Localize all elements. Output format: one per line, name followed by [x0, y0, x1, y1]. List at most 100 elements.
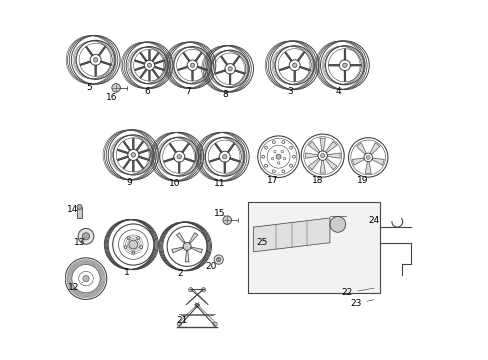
- Polygon shape: [178, 162, 180, 173]
- Circle shape: [183, 242, 191, 250]
- Polygon shape: [95, 65, 96, 76]
- Circle shape: [93, 58, 98, 62]
- Circle shape: [283, 157, 285, 160]
- Polygon shape: [136, 159, 143, 168]
- Circle shape: [214, 255, 223, 264]
- Circle shape: [329, 216, 345, 232]
- Circle shape: [132, 251, 135, 254]
- Circle shape: [264, 146, 267, 149]
- Polygon shape: [138, 156, 149, 161]
- Polygon shape: [123, 141, 130, 151]
- Polygon shape: [133, 161, 134, 171]
- Polygon shape: [135, 66, 144, 71]
- Polygon shape: [285, 52, 291, 61]
- Polygon shape: [221, 56, 227, 65]
- Polygon shape: [319, 138, 325, 151]
- Circle shape: [77, 204, 82, 210]
- Polygon shape: [349, 65, 360, 66]
- Text: 25: 25: [256, 238, 267, 247]
- Polygon shape: [183, 53, 189, 61]
- Text: 1: 1: [124, 268, 129, 277]
- Circle shape: [223, 216, 231, 225]
- Polygon shape: [197, 66, 207, 71]
- Text: 4: 4: [335, 86, 341, 95]
- Circle shape: [271, 157, 273, 160]
- Circle shape: [342, 63, 346, 67]
- Polygon shape: [326, 153, 340, 158]
- Circle shape: [127, 237, 130, 239]
- Polygon shape: [190, 247, 202, 253]
- Polygon shape: [229, 158, 240, 162]
- Text: 9: 9: [126, 178, 132, 187]
- Polygon shape: [135, 60, 144, 64]
- Circle shape: [227, 67, 232, 71]
- Circle shape: [78, 228, 94, 244]
- Polygon shape: [189, 233, 197, 243]
- Circle shape: [188, 288, 192, 292]
- Polygon shape: [138, 149, 149, 154]
- Polygon shape: [182, 144, 189, 153]
- Polygon shape: [294, 71, 295, 81]
- Circle shape: [289, 146, 292, 149]
- Circle shape: [281, 141, 284, 144]
- Polygon shape: [178, 66, 187, 71]
- Polygon shape: [176, 233, 185, 243]
- Polygon shape: [305, 153, 317, 158]
- Circle shape: [201, 288, 205, 292]
- Polygon shape: [232, 56, 239, 65]
- Text: 7: 7: [185, 86, 191, 95]
- Text: 22: 22: [341, 288, 374, 297]
- Text: 3: 3: [287, 86, 293, 95]
- Polygon shape: [184, 158, 194, 162]
- Circle shape: [292, 63, 296, 67]
- Polygon shape: [154, 66, 164, 71]
- Text: 24: 24: [368, 216, 379, 225]
- Circle shape: [147, 63, 151, 67]
- Polygon shape: [152, 53, 159, 61]
- Polygon shape: [351, 158, 364, 165]
- Polygon shape: [154, 60, 164, 64]
- Text: 16: 16: [106, 88, 119, 102]
- Circle shape: [216, 257, 221, 262]
- Circle shape: [281, 150, 283, 153]
- Polygon shape: [192, 71, 193, 81]
- Polygon shape: [356, 143, 366, 154]
- Circle shape: [190, 63, 194, 67]
- Polygon shape: [140, 53, 146, 61]
- Circle shape: [289, 164, 292, 167]
- Polygon shape: [279, 66, 289, 71]
- Text: 13: 13: [74, 238, 85, 247]
- Circle shape: [273, 150, 276, 153]
- Text: 6: 6: [144, 86, 149, 95]
- Polygon shape: [80, 61, 90, 65]
- Circle shape: [131, 153, 135, 157]
- Polygon shape: [325, 141, 336, 153]
- Text: 2: 2: [177, 269, 183, 278]
- Bar: [247, 202, 379, 293]
- Circle shape: [366, 156, 369, 159]
- Circle shape: [292, 155, 295, 158]
- Circle shape: [277, 162, 279, 164]
- Text: 8: 8: [222, 90, 228, 99]
- Polygon shape: [171, 247, 183, 253]
- Polygon shape: [325, 158, 336, 170]
- Circle shape: [212, 322, 217, 326]
- Polygon shape: [308, 158, 319, 170]
- Circle shape: [264, 164, 267, 167]
- Polygon shape: [215, 70, 225, 74]
- Text: 15: 15: [214, 209, 225, 218]
- Circle shape: [272, 141, 275, 144]
- Circle shape: [82, 275, 89, 282]
- Circle shape: [276, 154, 281, 159]
- Polygon shape: [319, 160, 325, 173]
- Polygon shape: [253, 218, 329, 252]
- Polygon shape: [308, 141, 319, 153]
- Polygon shape: [371, 158, 384, 165]
- Text: 19: 19: [357, 176, 368, 185]
- Circle shape: [261, 155, 264, 158]
- Polygon shape: [86, 47, 93, 56]
- Text: 18: 18: [311, 176, 323, 185]
- Polygon shape: [117, 156, 128, 161]
- Polygon shape: [163, 158, 174, 162]
- Polygon shape: [101, 61, 111, 65]
